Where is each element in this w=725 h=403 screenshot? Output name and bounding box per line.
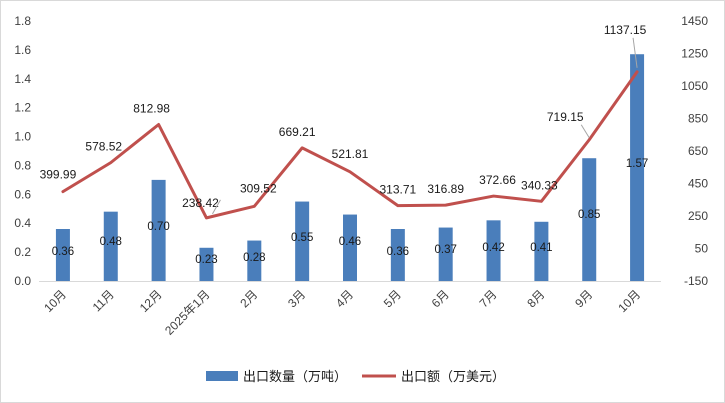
line-series-export-value [61, 70, 639, 220]
right-y-axis: -150 50 250 450 650 850 1050 1250 1450 [681, 14, 708, 288]
line-value-label: 238.42 [182, 196, 219, 210]
right-axis-tick-label: 50 [695, 242, 709, 256]
x-axis-category-label: 2月 [237, 287, 260, 310]
legend: 出口数量（万吨） 出口额（万美元） [206, 369, 505, 384]
left-axis-tick-label: 1.4 [14, 72, 31, 86]
legend-label-bar: 出口数量（万吨） [243, 369, 347, 384]
line-data-labels: 399.99 578.52 812.98 238.42 309.52 669.21 521.… [40, 23, 647, 215]
bar [103, 211, 118, 281]
bar-value-label: 0.28 [243, 252, 265, 264]
right-axis-tick-label: 250 [688, 209, 708, 223]
left-axis-tick-label: 1.0 [14, 130, 31, 144]
left-axis-tick-label: 0.2 [14, 245, 31, 259]
x-axis-category-label: 12月 [137, 287, 165, 315]
bar [582, 158, 597, 281]
left-axis-tick-label: 1.2 [14, 101, 31, 115]
bar-value-label: 0.42 [482, 242, 504, 254]
bar [151, 179, 166, 281]
bar [630, 54, 645, 281]
leader-line [632, 37, 638, 68]
line-value-label: 372.66 [479, 173, 516, 187]
line-value-label: 521.81 [332, 147, 369, 161]
right-axis-tick-label: 1050 [681, 79, 708, 93]
left-axis-tick-label: 1.6 [14, 43, 31, 57]
left-y-axis: 0.0 0.2 0.4 0.6 0.8 1.0 1.2 1.4 1.6 1.8 [14, 14, 31, 288]
left-axis-tick-label: 1.8 [14, 14, 31, 28]
right-axis-tick-label: 850 [688, 112, 708, 126]
left-axis-tick-label: 0.6 [14, 187, 31, 201]
bar-value-label: 0.36 [387, 246, 409, 258]
bar-value-label: 0.23 [195, 254, 217, 266]
bar [390, 229, 405, 281]
bar-data-labels: 0.36 0.48 0.70 0.23 0.28 0.55 0.46 0.36 0.37 0.42… [52, 158, 649, 266]
leader-line [212, 199, 221, 215]
line-value-label: 719.15 [547, 110, 584, 124]
bar [486, 220, 501, 281]
right-axis-tick-label: 450 [688, 177, 708, 191]
x-axis-category-label: 8月 [524, 287, 547, 310]
bar-value-label: 0.85 [578, 209, 600, 221]
line-value-label: 812.98 [133, 102, 170, 116]
line-value-label: 316.89 [427, 182, 464, 196]
bar-value-label: 1.57 [626, 158, 648, 170]
x-axis-category-label: 4月 [333, 287, 356, 310]
bar-value-label: 0.48 [100, 236, 122, 248]
bar [199, 247, 214, 281]
legend-label-line: 出口额（万美元） [401, 369, 505, 384]
line-value-label: 1137.15 [604, 23, 647, 37]
bar-value-label: 0.37 [434, 244, 456, 256]
bar-value-label: 0.41 [530, 242, 552, 254]
bar [55, 229, 70, 281]
x-axis-category-label: 2025年1月 [162, 287, 212, 337]
bar [534, 221, 549, 281]
line-path [61, 70, 639, 220]
line-value-label: 399.99 [40, 168, 77, 182]
right-axis-tick-label: 1450 [681, 14, 708, 28]
x-axis-category-label: 6月 [429, 287, 452, 310]
x-axis-category-label: 7月 [477, 287, 500, 310]
x-axis-category-label: 10月 [41, 287, 69, 315]
x-axis-category-label: 3月 [285, 287, 308, 310]
bar [247, 240, 262, 281]
left-axis-tick-label: 0.4 [14, 216, 31, 230]
left-axis-tick-label: 0.8 [14, 158, 31, 172]
line-value-label: 309.52 [240, 181, 277, 195]
x-axis-category-label: 5月 [381, 287, 404, 310]
line-value-label: 313.71 [379, 183, 416, 197]
right-axis-tick-label: -150 [684, 274, 708, 288]
bar-value-label: 0.46 [339, 236, 361, 248]
bar-value-label: 0.70 [147, 221, 169, 233]
left-axis-tick-label: 0.0 [14, 274, 31, 288]
bar-value-label: 0.36 [52, 246, 74, 258]
x-axis-category-label: 9月 [572, 287, 595, 310]
right-axis-tick-label: 1250 [681, 47, 708, 61]
line-value-label: 669.21 [279, 125, 316, 139]
line-value-label: 340.33 [521, 178, 558, 192]
bar [343, 214, 357, 281]
legend-swatch-bar [206, 371, 238, 381]
x-axis-category-label: 11月 [90, 287, 117, 314]
bar [295, 201, 310, 281]
line-value-label: 578.52 [85, 140, 122, 154]
leader-line [580, 124, 590, 139]
bar-series-export-quantity [55, 54, 645, 281]
bar-value-label: 0.55 [291, 232, 313, 244]
bar [438, 227, 453, 281]
x-axis-category-label: 10月 [615, 287, 643, 315]
right-axis-tick-label: 650 [688, 144, 708, 158]
